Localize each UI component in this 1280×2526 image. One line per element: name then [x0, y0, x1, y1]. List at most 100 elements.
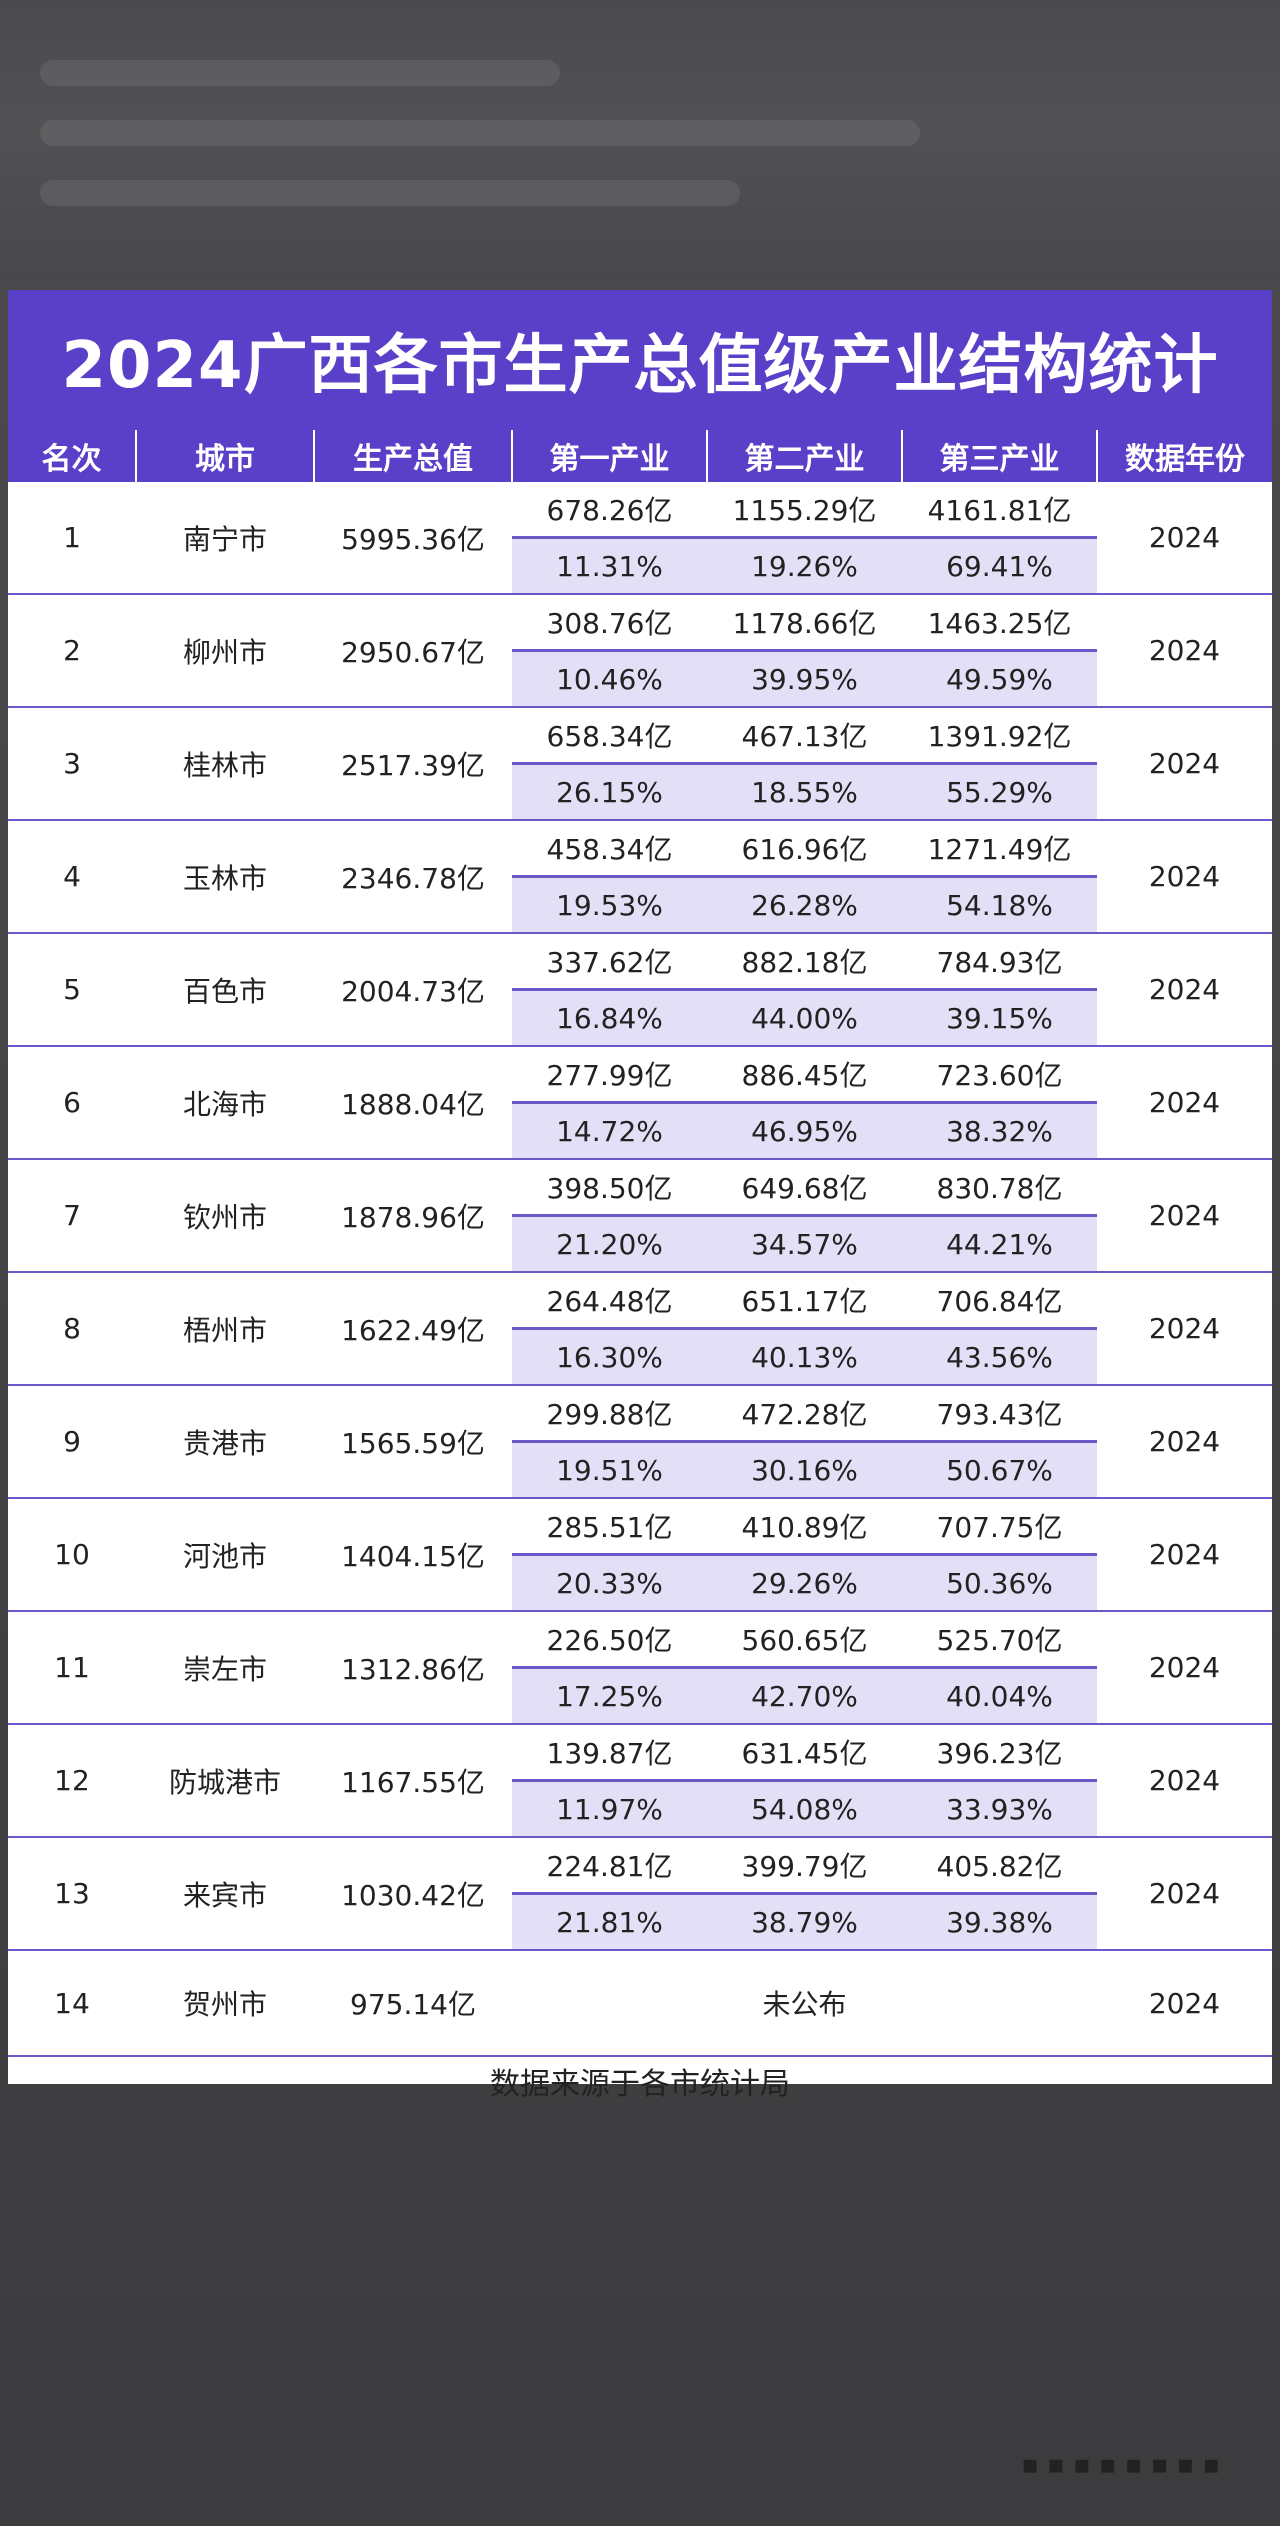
city-cell: 崇左市 — [136, 1611, 314, 1725]
rank-cell: 5 — [8, 933, 136, 1047]
tertiary-value-cell: 525.70亿 — [902, 1611, 1097, 1669]
gdp-cell: 2950.67亿 — [314, 594, 512, 708]
table-row-percent: 14.72% 46.95% 38.32% — [8, 1102, 1272, 1160]
table-row: 3 桂林市 2517.39亿 658.34亿 467.13亿 1391.92亿 2024 — [8, 707, 1272, 821]
year-cell: 2024 — [1097, 482, 1272, 595]
title-bar: 2024广西各市生产总值级产业结构统计 — [8, 290, 1272, 430]
secondary-share-cell: 54.08% — [707, 1780, 902, 1838]
table-row-percent: 21.20% 34.57% 44.21% — [8, 1215, 1272, 1273]
city-cell: 贺州市 — [136, 1950, 314, 2057]
table-row-percent: 20.33% 29.26% 50.36% — [8, 1554, 1272, 1612]
tertiary-share-cell: 55.29% — [902, 763, 1097, 821]
table-row-percent: 19.53% 26.28% 54.18% — [8, 876, 1272, 934]
city-cell: 玉林市 — [136, 820, 314, 934]
not-published-cell: 未公布 — [512, 1950, 1097, 2057]
secondary-value-cell: 399.79亿 — [707, 1837, 902, 1895]
primary-value-cell: 398.50亿 — [512, 1159, 707, 1217]
primary-share-cell: 17.25% — [512, 1667, 707, 1725]
table-row-percent: 11.97% 54.08% 33.93% — [8, 1780, 1272, 1838]
tertiary-share-cell: 43.56% — [902, 1328, 1097, 1386]
gdp-cell: 1404.15亿 — [314, 1498, 512, 1612]
primary-share-cell: 11.97% — [512, 1780, 707, 1838]
table-row: 5 百色市 2004.73亿 337.62亿 882.18亿 784.93亿 2024 — [8, 933, 1272, 1047]
secondary-value-cell: 649.68亿 — [707, 1159, 902, 1217]
gdp-cell: 2004.73亿 — [314, 933, 512, 1047]
rank-cell: 8 — [8, 1272, 136, 1386]
gdp-table: 名次 城市 生产总值 第一产业 第二产业 第三产业 数据年份 1 南宁市 5995.… — [8, 430, 1272, 2057]
tertiary-share-cell: 54.18% — [902, 876, 1097, 934]
primary-value-cell: 264.48亿 — [512, 1272, 707, 1330]
primary-share-cell: 19.53% — [512, 876, 707, 934]
primary-share-cell: 16.84% — [512, 989, 707, 1047]
table-row: 12 防城港市 1167.55亿 139.87亿 631.45亿 396.23亿 2024 — [8, 1724, 1272, 1838]
primary-share-cell: 20.33% — [512, 1554, 707, 1612]
gdp-cell: 1888.04亿 — [314, 1046, 512, 1160]
table-row-percent: 16.84% 44.00% 39.15% — [8, 989, 1272, 1047]
table-title: 2024广西各市生产总值级产业结构统计 — [61, 329, 1219, 403]
tertiary-share-cell: 39.38% — [902, 1893, 1097, 1951]
primary-value-cell: 224.81亿 — [512, 1837, 707, 1895]
primary-value-cell: 277.99亿 — [512, 1046, 707, 1104]
tertiary-value-cell: 4161.81亿 — [902, 482, 1097, 539]
primary-value-cell: 299.88亿 — [512, 1385, 707, 1443]
tertiary-value-cell: 793.43亿 — [902, 1385, 1097, 1443]
gdp-cell: 975.14亿 — [314, 1950, 512, 2057]
primary-value-cell: 658.34亿 — [512, 707, 707, 765]
table-row: 8 梧州市 1622.49亿 264.48亿 651.17亿 706.84亿 2024 — [8, 1272, 1272, 1386]
rank-cell: 7 — [8, 1159, 136, 1273]
secondary-share-cell: 42.70% — [707, 1667, 902, 1725]
watermark: ▪ ▪ ▪ ▪ ▪ ▪ ▪ ▪ — [1021, 2450, 1220, 2480]
gdp-cell: 5995.36亿 — [314, 482, 512, 595]
table-row: 2 柳州市 2950.67亿 308.76亿 1178.66亿 1463.25亿 2024 — [8, 594, 1272, 708]
rank-cell: 2 — [8, 594, 136, 708]
secondary-value-cell: 631.45亿 — [707, 1724, 902, 1782]
year-cell: 2024 — [1097, 1837, 1272, 1951]
rank-cell: 10 — [8, 1498, 136, 1612]
header-secondary: 第二产业 — [706, 430, 902, 482]
table-body: 1 南宁市 5995.36亿 678.26亿 1155.29亿 4161.81亿 2024 1… — [8, 482, 1272, 2057]
table-row-percent: 11.31% 19.26% 69.41% — [8, 537, 1272, 595]
primary-value-cell: 337.62亿 — [512, 933, 707, 991]
table-header-row: 名次 城市 生产总值 第一产业 第二产业 第三产业 数据年份 — [8, 430, 1272, 482]
secondary-value-cell: 886.45亿 — [707, 1046, 902, 1104]
table-row-percent: 19.51% 30.16% 50.67% — [8, 1441, 1272, 1499]
secondary-share-cell: 40.13% — [707, 1328, 902, 1386]
city-cell: 北海市 — [136, 1046, 314, 1160]
header-rank: 名次 — [8, 430, 136, 482]
gdp-cell: 2517.39亿 — [314, 707, 512, 821]
primary-value-cell: 226.50亿 — [512, 1611, 707, 1669]
gdp-cell: 1030.42亿 — [314, 1837, 512, 1951]
rank-cell: 14 — [8, 1950, 136, 2057]
city-cell: 钦州市 — [136, 1159, 314, 1273]
table-row: 9 贵港市 1565.59亿 299.88亿 472.28亿 793.43亿 2024 — [8, 1385, 1272, 1499]
secondary-share-cell: 38.79% — [707, 1893, 902, 1951]
tertiary-share-cell: 49.59% — [902, 650, 1097, 708]
year-cell: 2024 — [1097, 820, 1272, 934]
table-row-percent: 16.30% 40.13% 43.56% — [8, 1328, 1272, 1386]
table-row-percent: 17.25% 42.70% 40.04% — [8, 1667, 1272, 1725]
header-city: 城市 — [135, 430, 314, 482]
primary-share-cell: 14.72% — [512, 1102, 707, 1160]
secondary-share-cell: 46.95% — [707, 1102, 902, 1160]
blurred-text-line — [40, 120, 920, 146]
table-row-percent: 26.15% 18.55% 55.29% — [8, 763, 1272, 821]
primary-share-cell: 21.81% — [512, 1893, 707, 1951]
secondary-value-cell: 1178.66亿 — [707, 594, 902, 652]
year-cell: 2024 — [1097, 933, 1272, 1047]
tertiary-share-cell: 44.21% — [902, 1215, 1097, 1273]
city-cell: 河池市 — [136, 1498, 314, 1612]
gdp-cell: 1878.96亿 — [314, 1159, 512, 1273]
tertiary-value-cell: 396.23亿 — [902, 1724, 1097, 1782]
table-row: 7 钦州市 1878.96亿 398.50亿 649.68亿 830.78亿 2024 — [8, 1159, 1272, 1273]
rank-cell: 13 — [8, 1837, 136, 1951]
city-cell: 南宁市 — [136, 482, 314, 595]
secondary-share-cell: 34.57% — [707, 1215, 902, 1273]
city-cell: 来宾市 — [136, 1837, 314, 1951]
rank-cell: 1 — [8, 482, 136, 595]
city-cell: 防城港市 — [136, 1724, 314, 1838]
rank-cell: 9 — [8, 1385, 136, 1499]
primary-value-cell: 678.26亿 — [512, 482, 707, 539]
city-cell: 柳州市 — [136, 594, 314, 708]
header-primary: 第一产业 — [511, 430, 707, 482]
secondary-value-cell: 410.89亿 — [707, 1498, 902, 1556]
